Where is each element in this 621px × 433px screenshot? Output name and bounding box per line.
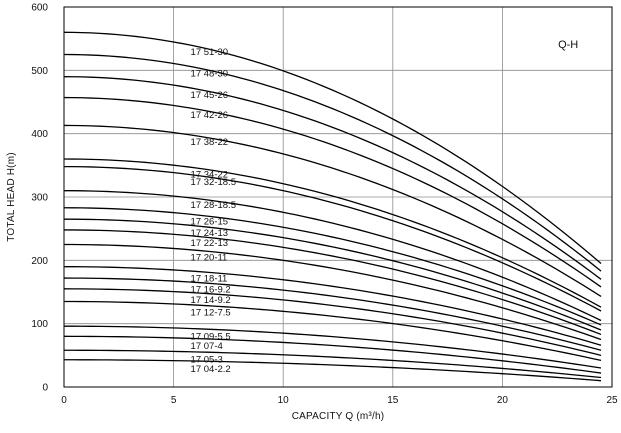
series-label: 17 45-26 (191, 90, 229, 101)
series-label: 17 18-11 (191, 274, 228, 285)
x-axis-title: CAPACITY Q (m³/h) (292, 411, 384, 422)
series-curve (63, 266, 602, 346)
x-tick-label: 15 (387, 395, 399, 406)
series-curve (63, 325, 602, 369)
series-curve (63, 76, 602, 280)
series-label: 17 26-15 (191, 217, 229, 228)
series-label: 17 24-13 (191, 228, 229, 239)
series-label: 17 12-7.5 (191, 307, 231, 318)
series-curve (63, 229, 602, 336)
series-label: 17 51-30 (191, 47, 229, 58)
series-label: 17 09-5.5 (191, 331, 231, 342)
series-curve (63, 53, 602, 272)
y-axis-title: TOTAL HEAD H(m) (6, 152, 17, 241)
series-label: 17 38-22 (191, 137, 229, 148)
tick-labels: 0 5 10 15 20 25 0 100 200 300 400 500 600 (31, 3, 618, 407)
series-curve (63, 288, 602, 356)
y-tick-label: 400 (31, 129, 48, 140)
series-label: 17 22-13 (191, 238, 229, 249)
series-label: 17 34-22 (191, 169, 229, 180)
series-label: 17 16-9.2 (191, 285, 231, 296)
chart-corner-label: Q-H (558, 39, 578, 51)
series-label: 17 04-2.2 (191, 364, 231, 375)
x-tick-label: 0 (61, 395, 67, 406)
series-label: 17 07-4 (191, 341, 223, 352)
series-label: 17 48-30 (191, 68, 229, 79)
series-curve (63, 96, 602, 288)
series-curve (63, 218, 602, 331)
y-tick-label: 300 (31, 193, 48, 204)
y-tick-label: 0 (42, 383, 48, 394)
x-tick-label: 25 (606, 395, 618, 406)
series-curve (63, 207, 602, 326)
series-curve (63, 165, 602, 312)
y-tick-label: 200 (31, 256, 48, 267)
curve-labels: 17 51-30 17 48-30 17 45-26 17 42-26 17 38-22… (191, 47, 236, 375)
y-tick-label: 600 (31, 3, 48, 14)
x-tick-label: 5 (171, 395, 177, 406)
series-label: 17 14-9.2 (191, 295, 231, 306)
series-curve (64, 349, 602, 379)
series-label: 17 42-26 (191, 110, 229, 121)
series-label: 17 32-18.5 (191, 177, 236, 188)
series-label: 17 05-3 (191, 355, 223, 366)
series-label: 17 28-18.5 (191, 200, 236, 211)
curves (63, 31, 602, 382)
series-label: 17 20-11 (191, 252, 228, 263)
series-curve (64, 359, 602, 382)
series-curve (63, 277, 602, 351)
series-curve (63, 158, 602, 308)
series-curve (63, 31, 602, 264)
series-curve (63, 190, 602, 322)
x-tick-label: 20 (497, 395, 509, 406)
y-tick-label: 100 (31, 319, 48, 330)
series-curve (63, 335, 602, 374)
series-curve (63, 300, 602, 362)
y-tick-label: 500 (31, 66, 48, 77)
series-curve (63, 124, 602, 297)
x-tick-label: 10 (278, 395, 290, 406)
plot-frame (63, 6, 613, 388)
series-curve (63, 243, 602, 341)
